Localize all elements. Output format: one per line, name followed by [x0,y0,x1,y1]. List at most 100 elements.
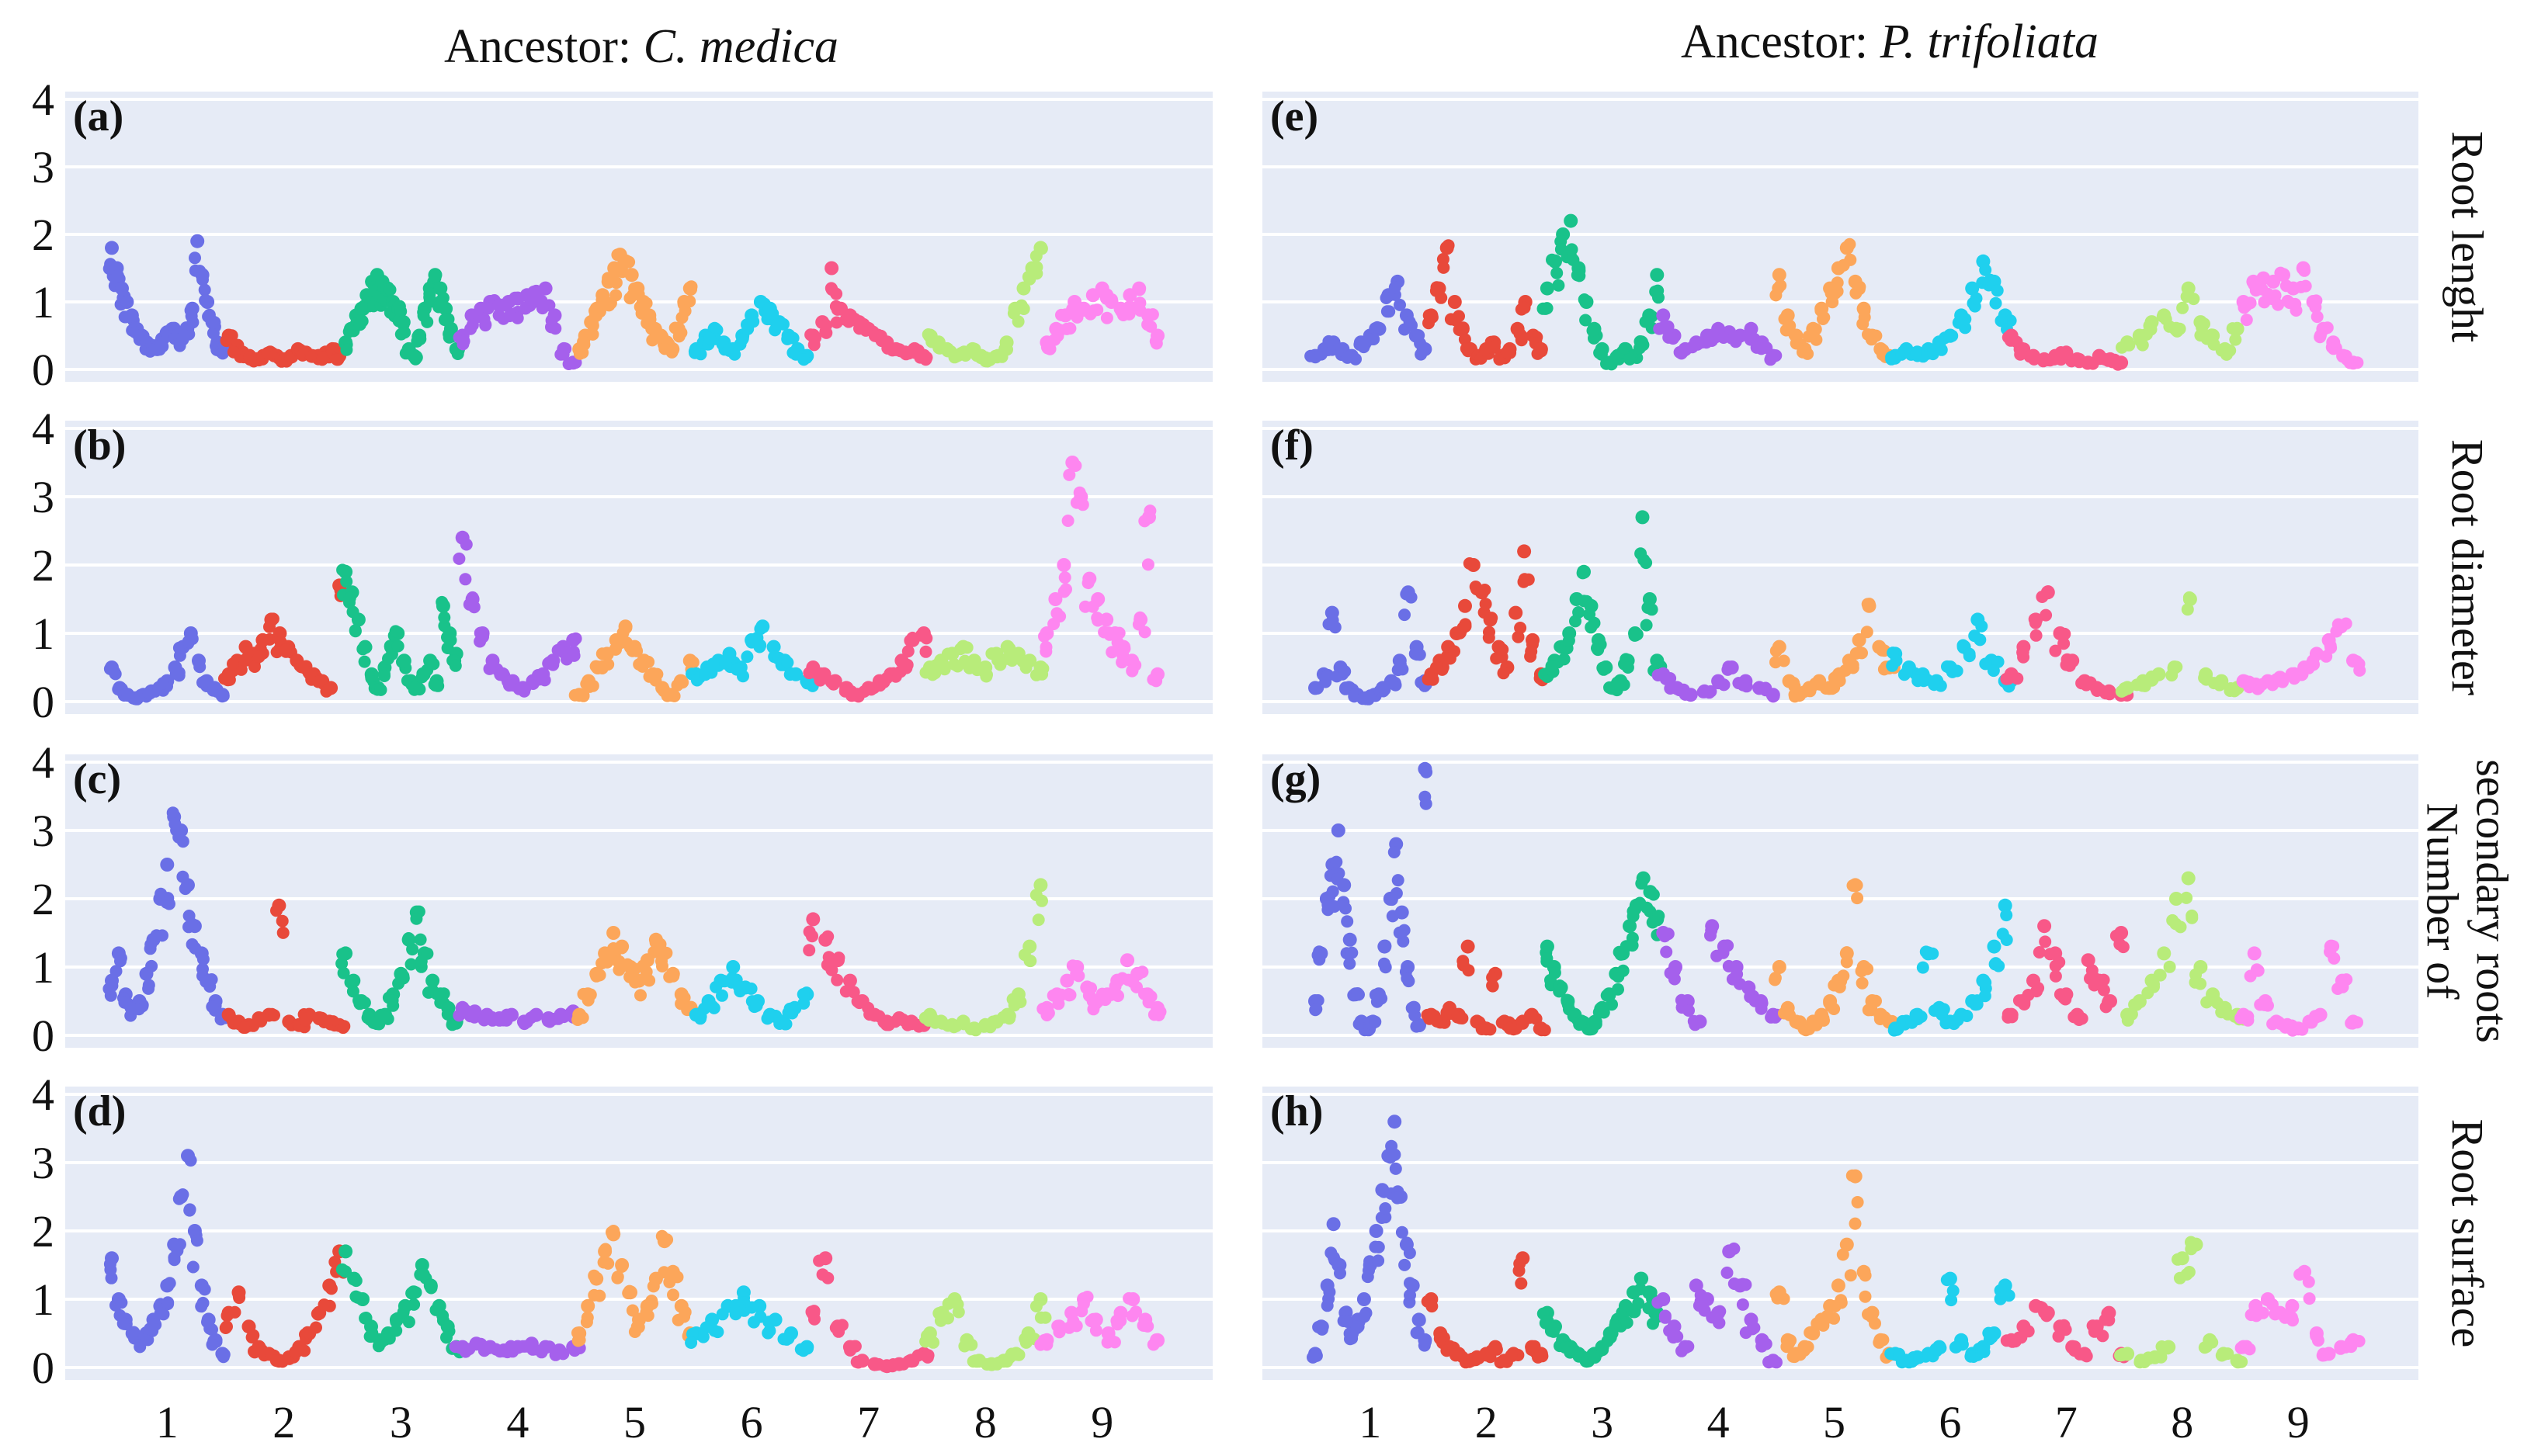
data-point-cluster [661,1233,674,1246]
row-labels: Root lenght Root diameter Number of seconda… [2418,131,2518,1348]
data-point-cluster [205,973,218,986]
data-point-cluster [2243,681,2256,694]
data-point-cluster [1391,664,1404,677]
series-chromosome-6 [689,960,814,1031]
data-point-cluster [1946,1284,1960,1298]
data-point-cluster [1372,1254,1385,1267]
data-point-cluster [2298,264,2311,277]
data-point-cluster [629,976,641,989]
series-chromosome-4 [1651,1242,1783,1369]
panel-label: (a) [73,92,123,140]
data-point-cluster [1836,1248,1849,1261]
data-point-cluster [2116,341,2128,354]
x-tick-label: 9 [2287,1397,2310,1447]
data-point-cluster [247,1329,260,1342]
data-point-cluster [750,999,763,1012]
data-point-cluster [441,1320,454,1333]
data-point-cluster [1956,639,1970,652]
series-chromosome-8 [2115,591,2245,698]
data-point-cluster [920,351,933,364]
data-point-cluster [2189,976,2202,989]
data-point-cluster [1554,983,1567,997]
series-chromosome-9 [1034,1291,1165,1351]
data-point-cluster [1532,1350,1544,1364]
data-point-cluster [154,1307,167,1319]
data-point-cluster [356,314,369,328]
data-point-cluster [1404,1277,1416,1290]
data-point [1060,973,1075,988]
data-point-cluster [1928,1004,1941,1017]
data-point-cluster [116,1317,130,1330]
data-point-cluster [2271,674,2284,688]
y-tick-label: 1 [32,942,54,993]
data-point-cluster [1769,289,1783,302]
data-point-cluster [2321,321,2334,335]
data-point-cluster [172,666,186,679]
data-point-cluster [1600,989,1613,1002]
data-point-cluster [577,987,590,1000]
data-point [1048,592,1063,606]
data-point-cluster [1840,1238,1853,1251]
data-point-cluster [1982,1326,1995,1340]
data-point-cluster [397,1305,410,1319]
y-tick-label: 2 [32,874,54,924]
data-point-cluster [1929,1343,1942,1356]
data-point [1564,213,1578,228]
data-point-cluster [821,930,835,943]
data-point-cluster [437,987,450,1000]
data-point-cluster [588,1288,601,1302]
data-point-cluster [569,632,582,645]
data-point-cluster [406,943,419,956]
panel-background [1262,92,2418,382]
data-point-cluster [1837,969,1850,983]
data-point-cluster [599,1243,612,1256]
data-point-cluster [1801,347,1814,360]
data-point-cluster [1634,547,1647,560]
data-point-cluster [311,1307,324,1320]
data-point-cluster [1770,1356,1783,1369]
data-point [624,268,639,283]
data-point-cluster [2180,891,2193,904]
data-point-cluster [1658,1311,1672,1324]
data-point-cluster [527,286,540,298]
data-point-cluster [1136,965,1149,979]
data-point-cluster [1846,661,1859,674]
data-point-cluster [1859,1269,1872,1282]
data-point-cluster [349,1274,363,1288]
data-point-cluster [694,1012,707,1025]
series-chromosome-2 [221,898,351,1035]
data-point-cluster [1100,311,1113,324]
data-point [1331,823,1345,837]
data-point-cluster [1448,645,1460,658]
data-point-cluster [1788,688,1801,701]
series-chromosome-9 [1036,953,1167,1021]
data-point-cluster [1525,645,1538,658]
series-chromosome-5 [568,619,700,702]
series-chromosome-8 [919,1292,1052,1371]
data-point-cluster [2303,1292,2316,1305]
data-point-cluster [1977,1345,1991,1358]
data-point-cluster [2058,627,2071,640]
data-point-cluster [1137,1319,1150,1332]
data-point-cluster [1387,846,1401,858]
series-chromosome-2 [219,1244,350,1368]
data-point-cluster [1047,618,1061,630]
panel-e: (e) [1262,92,2418,382]
data-point-cluster [1916,961,1929,974]
data-point-cluster [414,933,427,946]
data-point-cluster [1385,1139,1398,1153]
data-point-cluster [156,929,168,942]
data-point-cluster [581,1311,594,1324]
data-point-cluster [1840,955,1853,969]
data-point-cluster [1620,1316,1633,1329]
data-point-cluster [2096,1329,2109,1343]
data-point-cluster [1703,686,1716,699]
data-point-cluster [415,955,428,968]
series-chromosome-4 [1653,308,1783,366]
data-point-cluster [809,331,822,344]
data-point-cluster [2154,1350,2168,1364]
data-point-cluster [649,936,662,949]
data-point-cluster [754,639,767,652]
data-point-cluster [190,1234,203,1247]
data-point-cluster [1599,660,1613,673]
